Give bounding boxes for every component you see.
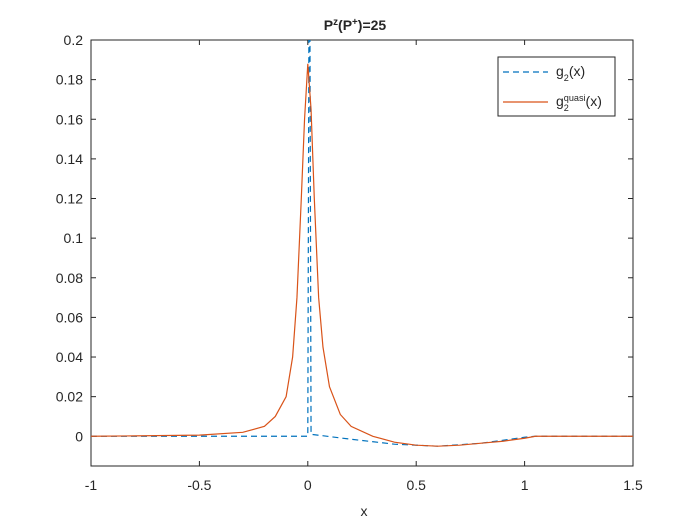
text-part: (x) — [569, 63, 585, 79]
x-tick-label: 0 — [304, 477, 312, 493]
text-part: (P — [338, 17, 352, 33]
y-tick-label: 0.16 — [56, 111, 83, 127]
series-line — [91, 40, 633, 447]
y-tick-label: 0.02 — [56, 389, 83, 405]
text-part: + — [352, 17, 358, 28]
y-tick-label: 0 — [75, 428, 83, 444]
chart-title: Pz(P+)=25 — [324, 17, 387, 34]
y-tick-label: 0.04 — [56, 349, 83, 365]
text-part: quasi — [564, 93, 586, 103]
y-tick-label: 0.08 — [56, 270, 83, 286]
text-part: g — [556, 93, 564, 109]
legend-box — [497, 56, 616, 117]
y-tick-label: 0.14 — [56, 151, 83, 167]
text-part: P — [324, 17, 333, 33]
x-tick-label: -0.5 — [187, 477, 211, 493]
x-tick-label: 1 — [521, 477, 529, 493]
y-tick-label: 0.1 — [64, 230, 84, 246]
text-part: 2 — [564, 73, 569, 83]
text-part: g — [556, 63, 564, 79]
x-tick-label: -1 — [85, 477, 98, 493]
legend-label: g2(x) — [556, 63, 585, 83]
text-part: 2 — [564, 103, 569, 113]
y-tick-label: 0.2 — [64, 32, 84, 48]
y-tick-label: 0.18 — [56, 72, 83, 88]
series-line — [91, 63, 633, 447]
text-part: z — [333, 17, 338, 28]
x-axis-label: x — [361, 503, 368, 519]
text-part: )=25 — [358, 17, 387, 33]
legend-label: g2quasi(x) — [556, 93, 602, 113]
x-tick-label: 1.5 — [623, 477, 643, 493]
y-tick-label: 0.06 — [56, 309, 83, 325]
text-part: (x) — [586, 93, 602, 109]
x-tick-label: 0.5 — [406, 477, 426, 493]
y-tick-label: 0.12 — [56, 191, 83, 207]
